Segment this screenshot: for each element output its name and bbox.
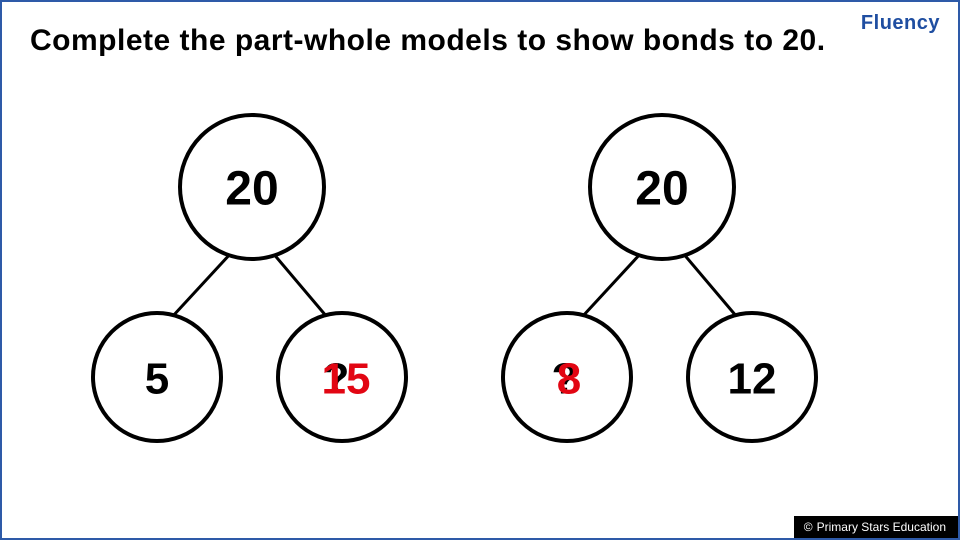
copyright-icon: ©	[804, 520, 813, 534]
header-tag: Fluency	[861, 12, 940, 35]
part-whole-model-1: 20 5 ? 15	[62, 92, 462, 472]
instruction-text: Complete the part-whole models to show b…	[30, 24, 826, 58]
footer-text: Primary Stars Education	[817, 520, 946, 534]
slide: Fluency Complete the part-whole models t…	[0, 0, 960, 540]
part-value: 5	[145, 355, 169, 404]
footer: © Primary Stars Education	[794, 516, 958, 538]
connector-line	[582, 252, 642, 317]
whole-value: 20	[635, 163, 688, 216]
part-whole-model-2: 20 ? 8 12	[472, 92, 872, 472]
whole-value: 20	[225, 163, 278, 216]
connector-line	[172, 252, 232, 317]
connector-line	[682, 252, 737, 317]
connector-line	[272, 252, 327, 317]
answer-value: 15	[322, 355, 371, 404]
answer-value: 8	[557, 355, 581, 404]
part-value: 12	[728, 355, 777, 404]
